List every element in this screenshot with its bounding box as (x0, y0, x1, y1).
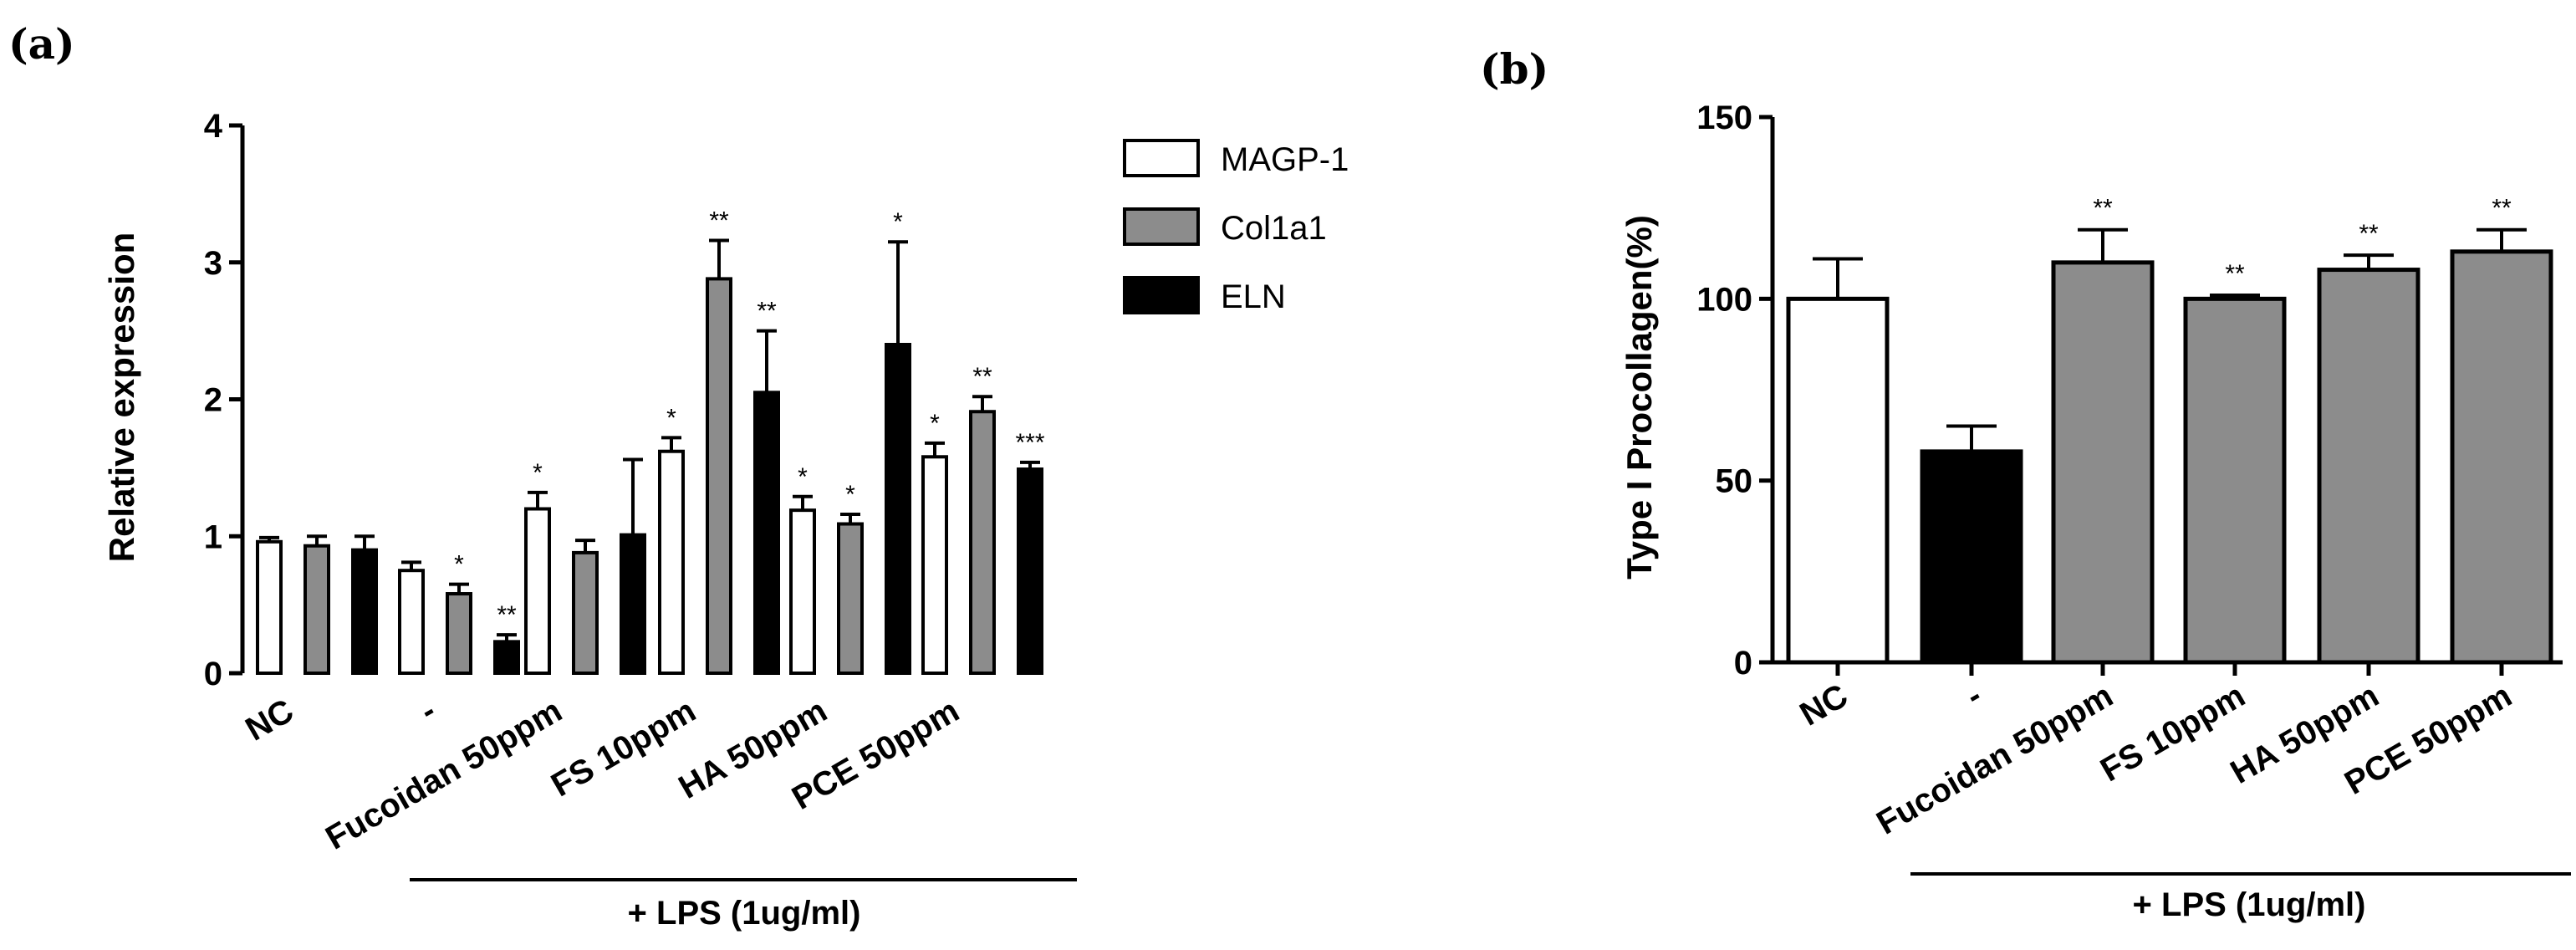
chart-a-significance: * (930, 410, 940, 437)
chart-a-significance: ** (497, 601, 517, 629)
chart-a-bar-col1a1 (304, 544, 330, 676)
chart-a-ytick-label: 4 (204, 108, 223, 145)
chart-a-category-label: FS 10ppm (545, 692, 702, 804)
chart-b-significance: ** (2359, 220, 2379, 248)
chart-b-group-label: + LPS (1ug/ml) (2133, 886, 2366, 923)
chart-b-ytick-label: 50 (1716, 463, 1753, 500)
chart-a-bar-magp-1 (658, 449, 685, 675)
chart-b-significance: ** (2093, 195, 2113, 222)
chart-b-ytick-label: 0 (1734, 645, 1752, 682)
chart-a-significance: * (533, 459, 543, 487)
chart-b-category-label: Fucoidan 50ppm (1870, 677, 2119, 842)
chart-a-significance: ** (972, 363, 992, 391)
chart-a-significance: ** (709, 207, 729, 235)
chart-a-significance: ** (757, 298, 777, 325)
chart-b-ytick-label: 150 (1696, 100, 1752, 136)
chart-a-significance: * (798, 463, 808, 491)
chart-a-category-label: - (414, 692, 442, 730)
chart-b-bar (2450, 249, 2553, 665)
chart-a-bar-magp-1 (398, 569, 425, 675)
chart-a-significance: *** (1015, 429, 1044, 457)
chart-a-bar-col1a1 (446, 592, 472, 676)
chart-a-bar-col1a1 (969, 410, 996, 675)
panel-label-b: (b) (1480, 44, 1548, 94)
chart-a-ytick-label: 1 (204, 518, 222, 555)
chart-a-legend-swatch (1123, 139, 1200, 177)
chart-a-bar-magp-1 (256, 539, 283, 675)
chart-a-legend-label: Col1a1 (1221, 210, 1327, 247)
chart-a-bar-col1a1 (706, 277, 732, 675)
chart-b-bar (2051, 260, 2155, 665)
chart-b-significance: ** (2492, 195, 2512, 222)
chart-a-significance: * (666, 404, 676, 432)
chart-a-ytick-label: 2 (204, 382, 222, 419)
chart-a-ytick-label: 0 (204, 656, 222, 692)
chart-a-legend-swatch (1123, 276, 1200, 314)
chart-a-category-label: NC (239, 692, 299, 748)
chart-b-category-label: NC (1793, 677, 1854, 733)
chart-a-bar-magp-1 (921, 455, 948, 676)
chart-b-ytick-label: 100 (1696, 281, 1752, 318)
chart-a-bar-eln (493, 640, 520, 676)
chart-b-significance: ** (2225, 260, 2245, 288)
chart-a-group-label: + LPS (1ug/ml) (628, 895, 861, 932)
chart-a-significance: * (893, 208, 903, 236)
chart-a-bar-magp-1 (789, 508, 816, 676)
chart-b-bar (2183, 296, 2287, 665)
chart-a-legend-label: MAGP-1 (1221, 141, 1349, 178)
chart-b-ylabel: Type I Procollagen(%) (1620, 215, 1659, 580)
chart-a-bar-eln (1017, 467, 1043, 676)
chart-a-significance: * (454, 551, 464, 579)
chart-a-bar-col1a1 (837, 522, 864, 676)
chart-a-legend-label: ELN (1221, 278, 1286, 315)
chart-a: Relative expression + LPS (1ug/ml) 0 1 2 3 4… (102, 108, 1349, 932)
chart-a-legend-swatch (1123, 207, 1200, 246)
chart-a-bar-col1a1 (572, 550, 599, 676)
chart-a-bar-magp-1 (524, 507, 551, 675)
chart-b-bar (1786, 296, 1890, 665)
chart-b-bar (1920, 449, 2023, 665)
chart-b: Type I Procollagen(%) + LPS (1ug/ml) 0 50… (1620, 100, 2571, 923)
chart-a-bar-eln (885, 343, 911, 675)
chart-b-bar (2317, 268, 2420, 665)
chart-a-bar-eln (620, 533, 646, 675)
chart-a-ylabel: Relative expression (102, 232, 141, 563)
chart-b-category-label: FS 10ppm (2094, 677, 2252, 789)
chart-a-significance: * (845, 481, 855, 508)
chart-b-category-label: - (1960, 677, 1988, 715)
panel-label-a: (a) (8, 19, 75, 69)
chart-a-ytick-label: 3 (204, 245, 222, 282)
chart-a-category-label: Fucoidan 50ppm (319, 692, 568, 857)
chart-a-bar-eln (753, 391, 780, 675)
chart-a-bar-eln (351, 548, 378, 675)
